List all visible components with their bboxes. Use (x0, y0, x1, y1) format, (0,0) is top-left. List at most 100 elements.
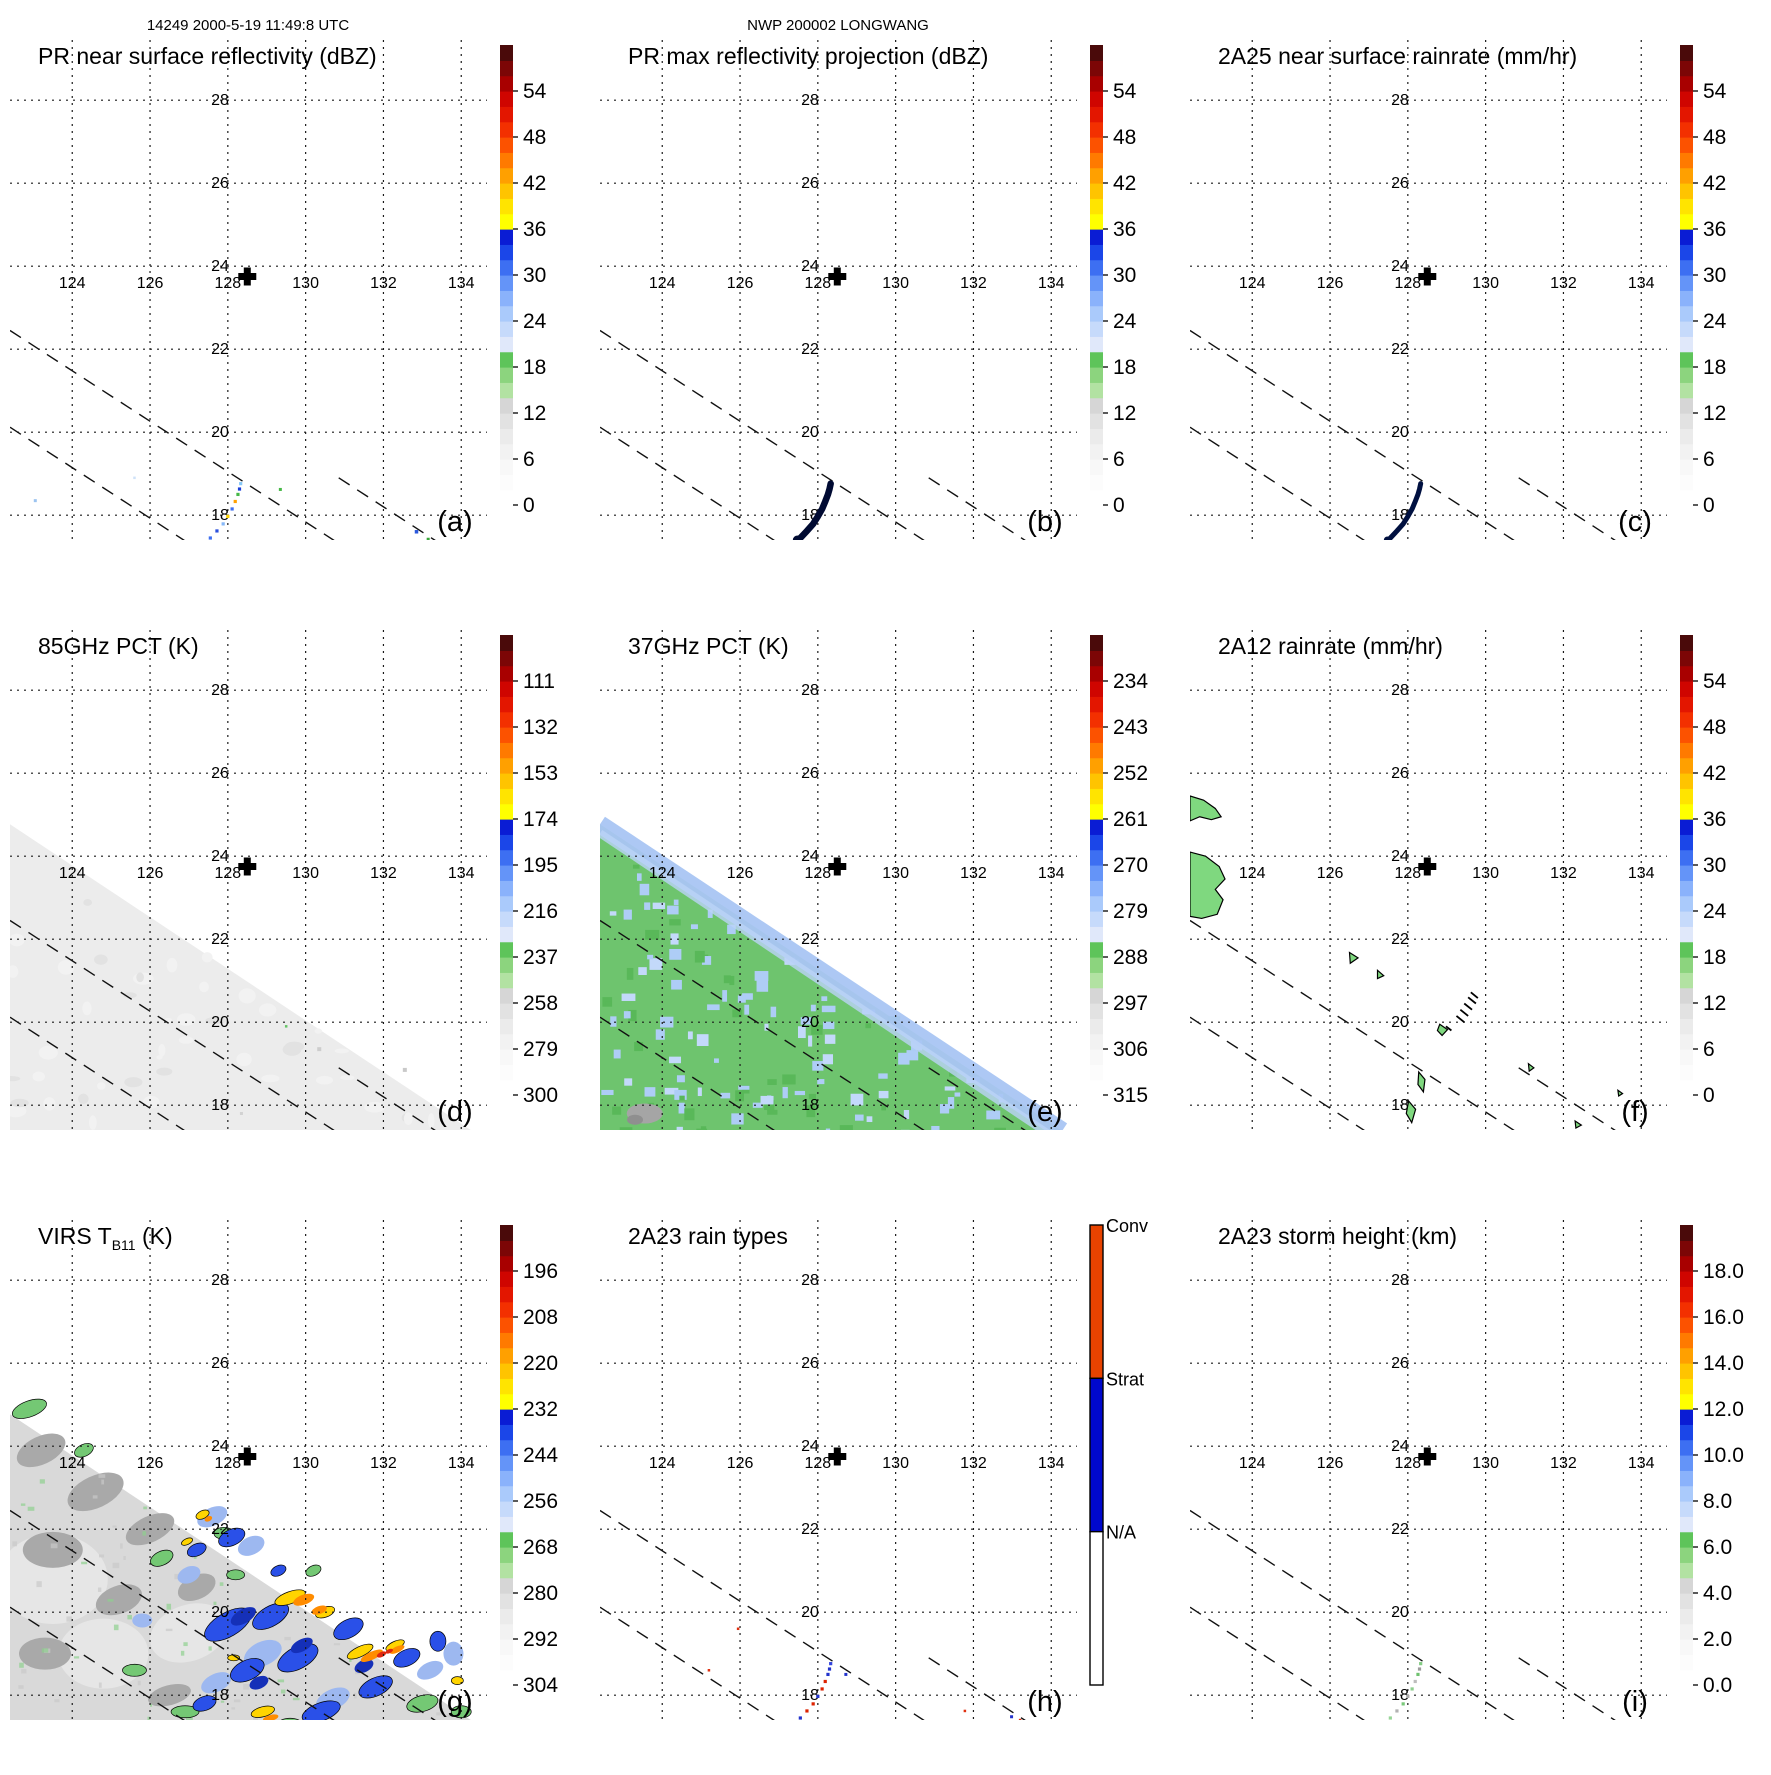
colorbar-segment (500, 895, 513, 912)
storm-arc-pixel (823, 1679, 827, 1684)
colorbar-tick-label: 252 (1113, 762, 1148, 785)
lat-tick-label: 26 (1391, 175, 1409, 192)
lon-tick-label: 132 (370, 865, 397, 882)
cloud-blob (181, 1537, 193, 1546)
storm-arc-pixel (1401, 1702, 1405, 1706)
lat-tick-label: 22 (1391, 931, 1409, 948)
lon-tick-label: 134 (1628, 275, 1655, 292)
cloud-blob (376, 1651, 387, 1658)
colorbar-segment (500, 1255, 513, 1272)
lon-tick-label: 130 (882, 1455, 909, 1472)
storm-arc-pixel (1413, 1679, 1417, 1684)
colorbar-segment (1680, 1470, 1693, 1487)
colorbar-segment (1680, 1669, 1693, 1686)
colorbar-segment (500, 351, 513, 368)
colorbar: Conv Strat N/A (1089, 1216, 1148, 1686)
colorbar-tick-label: 42 (1703, 172, 1726, 195)
colorbar-segment (1680, 1049, 1693, 1065)
colorbar-segment (1090, 428, 1103, 445)
colorbar-segment (1680, 1501, 1693, 1517)
colorbar-segment (1680, 972, 1693, 989)
map-content (1190, 1509, 1616, 1735)
cloud-blob (150, 1603, 228, 1663)
lon-tick-label: 130 (1472, 275, 1499, 292)
lon-tick-label: 132 (1550, 865, 1577, 882)
colorbar-segment (500, 788, 513, 805)
colorbar-segment (1680, 865, 1693, 881)
colorbar-tick-label: 2.0 (1703, 1628, 1732, 1651)
lon-tick-label: 130 (1472, 865, 1499, 882)
colorbar-segment (500, 75, 513, 92)
storm-arc-pixel (1406, 1694, 1410, 1699)
colorbar-segment (1680, 1240, 1693, 1257)
colorbar-segment (500, 1409, 513, 1425)
colorbar-segment (500, 91, 513, 107)
colorbar-segment (1680, 474, 1693, 491)
lon-tick-label: 134 (448, 275, 475, 292)
lon-tick-label: 134 (448, 865, 475, 882)
colorbar-segment (1680, 957, 1693, 973)
colorbar-segment (500, 727, 513, 743)
swath-edge-line (10, 1606, 185, 1720)
colorbar-segment (1090, 474, 1103, 491)
lat-tick-label: 28 (211, 92, 229, 109)
colorbar-segment (1090, 183, 1103, 199)
colorbar-segment (500, 244, 513, 261)
colorbar-segment (1680, 367, 1693, 383)
colorbar-segment (1680, 1455, 1693, 1471)
panel-c: 124 126 128 130 132 134 28 26 24 22 20 18 2A25 near … (1180, 0, 1770, 590)
lat-tick-label: 20 (1391, 1604, 1409, 1621)
colorbar-segment (500, 819, 513, 835)
colorbar-tick-label: 42 (1113, 172, 1136, 195)
cloud-blob (22, 1531, 83, 1568)
cloud-blob (406, 1694, 439, 1713)
lat-tick-label: 26 (1391, 1355, 1409, 1372)
cloud-blob (270, 1564, 287, 1577)
colorbar-tick-label: 234 (1113, 670, 1148, 693)
cloud-blob (250, 1705, 275, 1718)
colorbar-segment (500, 773, 513, 789)
colorbar-segment (500, 382, 513, 399)
lon-tick-label: 128 (804, 865, 831, 882)
colorbar-segment (500, 1317, 513, 1333)
colorbar-tick-label: 36 (523, 218, 546, 241)
colorbar-tick-label: 18 (523, 356, 546, 379)
storm-arc-line (1387, 481, 1424, 540)
colorbar-tick-label: 14.0 (1703, 1352, 1744, 1375)
colorbar-segment (1680, 1439, 1693, 1456)
colorbar-segment (500, 259, 513, 276)
colorbar-tick-label: 0 (1703, 494, 1715, 517)
colorbar-segment (500, 459, 513, 475)
colorbar-tick-label: 0 (1703, 1084, 1715, 1107)
colorbar-segment (500, 474, 513, 491)
rain-areas (1190, 795, 1624, 1129)
colorbar-segment (1090, 60, 1103, 77)
colorbar-segment (1680, 987, 1693, 1004)
colorbar-segment (1680, 443, 1693, 460)
colorbar-segment (1680, 650, 1693, 667)
lon-tick-label: 134 (1628, 1455, 1655, 1472)
swath-edge-line (600, 1016, 775, 1130)
colorbar-segment (1680, 1547, 1693, 1563)
grid-lines (1190, 1220, 1667, 1720)
colorbar-tick-label: 36 (1703, 218, 1726, 241)
lat-tick-label: 22 (211, 341, 229, 358)
colorbar-segment (1090, 106, 1103, 123)
colorbar-segment (1680, 1654, 1693, 1671)
colorbar-tick-label: 54 (1113, 80, 1137, 103)
raintype-segment (1089, 1224, 1104, 1380)
colorbar-segment (1680, 413, 1693, 429)
colorbar-tick-label: 24 (1703, 310, 1727, 333)
speck (1486, 1732, 1489, 1735)
panel-f: 124 126 128 130 132 134 28 26 24 22 20 18 2A12 rainr… (1180, 590, 1770, 1180)
colorbar-segment (500, 1547, 513, 1563)
raintype-label: Strat (1106, 1369, 1144, 1389)
lat-tick-label: 22 (211, 1521, 229, 1538)
rain-hatch (1470, 991, 1479, 999)
colorbar-segment (500, 1271, 513, 1287)
colorbar-segment (1680, 137, 1693, 153)
colorbar-segment (500, 1064, 513, 1081)
colorbar-segment (1090, 987, 1103, 1004)
swath-edge-line (1190, 919, 1515, 1130)
swath-edge-lines (1190, 919, 1616, 1130)
